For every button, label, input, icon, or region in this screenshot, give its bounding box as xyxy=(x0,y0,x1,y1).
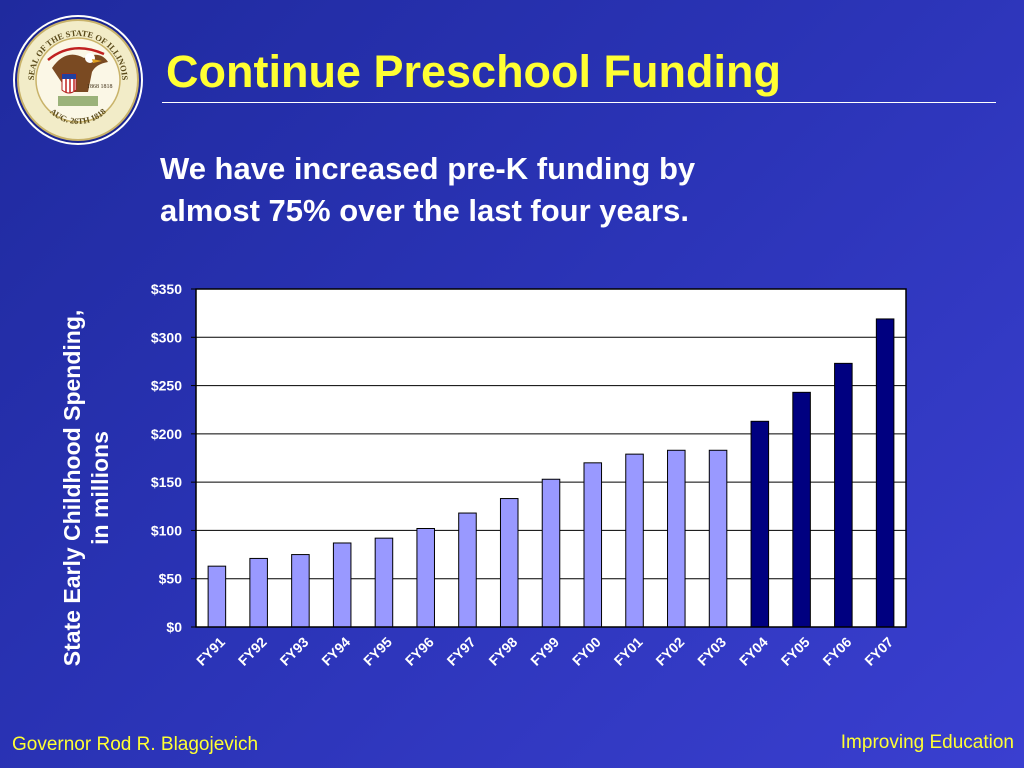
x-tick-label: FY02 xyxy=(652,634,687,669)
y-tick-label: $200 xyxy=(151,426,182,442)
x-tick-label: FY01 xyxy=(611,634,646,669)
bar-fy93 xyxy=(291,554,310,628)
x-tick-label: FY98 xyxy=(485,634,520,669)
x-tick-label: FY95 xyxy=(360,634,395,669)
x-tick-label: FY97 xyxy=(444,634,479,669)
x-tick-label: FY99 xyxy=(527,634,562,669)
bar-fy02 xyxy=(667,449,686,628)
state-seal-logo: SEAL OF THE STATE OF ILLINOIS AUG. 26TH … xyxy=(13,15,143,145)
footer-governor-name: Governor Rod R. Blagojevich xyxy=(12,734,259,755)
y-tick-label: $100 xyxy=(151,522,182,538)
bar-fy95 xyxy=(374,537,394,628)
x-tick-label: FY94 xyxy=(318,634,353,669)
x-tick-label: FY00 xyxy=(569,634,604,669)
y-tick-label: $50 xyxy=(159,571,183,587)
bar-fy91 xyxy=(207,565,227,628)
bar-fy92 xyxy=(249,557,268,628)
y-tick-label: $150 xyxy=(151,474,182,490)
title-divider xyxy=(162,102,996,103)
x-tick-label: FY04 xyxy=(736,634,771,669)
x-tick-label: FY03 xyxy=(694,634,729,669)
x-tick-label: FY05 xyxy=(778,634,813,669)
x-tick-label: FY07 xyxy=(861,634,896,669)
x-tick-label: FY06 xyxy=(819,634,854,669)
bar-fy98 xyxy=(499,498,519,628)
bar-fy99 xyxy=(541,478,561,628)
bar-fy06 xyxy=(834,362,853,628)
bar-fy04 xyxy=(750,420,770,628)
bar-fy03 xyxy=(708,449,728,628)
y-tick-label: $0 xyxy=(166,619,182,635)
plot-border xyxy=(195,288,907,628)
footer-section-name: Improving Education xyxy=(840,732,1014,753)
bar-fy96 xyxy=(416,527,435,628)
x-tick-label: FY91 xyxy=(193,634,228,669)
slide-title: Continue Preschool Funding xyxy=(166,46,781,97)
bar-fy07 xyxy=(875,318,895,628)
x-tick-label: FY93 xyxy=(277,634,312,669)
x-tick-label: FY96 xyxy=(402,634,437,669)
y-tick-label: $350 xyxy=(151,281,182,297)
y-tick-label: $300 xyxy=(151,329,182,345)
subtitle-line-2: almost 75% over the last four years. xyxy=(160,193,689,228)
bar-fy00 xyxy=(583,462,603,628)
y-tick-label: $250 xyxy=(151,378,182,394)
slide-subtitle: We have increased pre-K funding by almos… xyxy=(160,148,840,232)
bar-fy01 xyxy=(625,453,644,628)
bar-fy05 xyxy=(792,391,811,628)
bar-fy94 xyxy=(332,542,352,628)
x-tick-label: FY92 xyxy=(235,634,270,669)
bar-fy97 xyxy=(458,512,477,628)
subtitle-line-1: We have increased pre-K funding by xyxy=(160,151,696,186)
seal-years: 1868 1818 xyxy=(87,84,113,90)
